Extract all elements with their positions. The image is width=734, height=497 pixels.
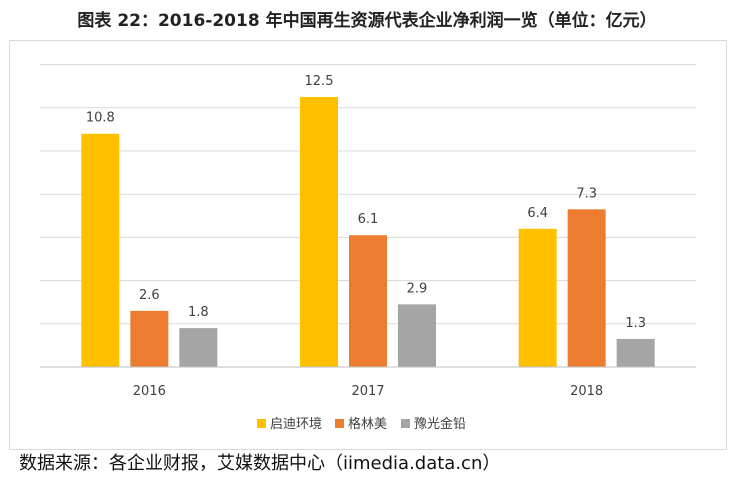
bar-2016-豫光金铅 [179, 328, 218, 367]
legend-label: 豫光金铅 [414, 416, 466, 432]
legend-swatch-格林美 [335, 419, 344, 428]
bar-2016-启迪环境 [81, 133, 120, 367]
data-label: 10.8 [86, 111, 115, 126]
data-label: 7.3 [576, 186, 597, 201]
x-tick-label: 2018 [570, 384, 603, 399]
data-source-note: 数据来源：各企业财报，艾媒数据中心（iimedia.data.cn） [19, 453, 501, 474]
bar-chart: 10.8 2.6 1.8 2016 12.5 6.1 2.9 2017 6.4 7.3 1.3 201… [40, 64, 696, 432]
bar-2017-启迪环境 [300, 97, 338, 367]
data-label: 6.4 [527, 206, 548, 221]
legend-swatch-豫光金铅 [401, 419, 410, 428]
x-tick-label: 2016 [133, 384, 166, 399]
bar-2018-豫光金铅 [616, 338, 655, 367]
bar-2018-格林美 [567, 209, 606, 367]
bar-2016-格林美 [130, 310, 169, 367]
data-label: 1.8 [188, 305, 209, 320]
bar-2017-格林美 [349, 235, 387, 367]
bar-2018-启迪环境 [518, 228, 557, 367]
data-label: 2.9 [407, 281, 428, 296]
chart-title: 图表 22：2016-2018 年中国再生资源代表企业净利润一览（单位：亿元） [77, 11, 657, 31]
chart-area: 10.8 2.6 1.8 2016 12.5 6.1 2.9 2017 6.4 7.3 1.3 201… [9, 40, 727, 450]
legend-label: 启迪环境 [270, 417, 322, 432]
data-label: 12.5 [305, 74, 334, 89]
legend-swatch-启迪环境 [257, 419, 266, 428]
data-label: 1.3 [625, 316, 646, 331]
bar-2017-豫光金铅 [398, 304, 436, 367]
data-label: 2.6 [139, 288, 160, 303]
data-label: 6.1 [358, 212, 379, 227]
x-tick-label: 2017 [351, 384, 384, 399]
legend-label: 格林美 [348, 416, 387, 432]
